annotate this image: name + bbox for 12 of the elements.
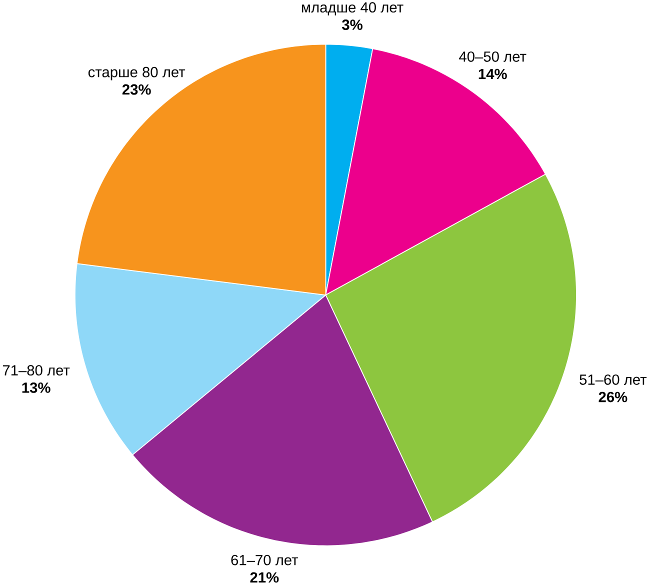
data-label: 14% (478, 68, 507, 80)
slice-label: младше 40 лет (302, 2, 404, 16)
slice-label: старше 80 лет (88, 67, 186, 80)
data-label: 26% (598, 392, 628, 402)
slice-label: 51–60 лет (580, 374, 647, 385)
data-label: 21% (250, 572, 279, 583)
data-label: 13% (22, 382, 50, 394)
slice-label: 61–70 лет (231, 554, 298, 566)
data-label: 3% (342, 20, 362, 30)
data-label: 23% (122, 84, 151, 95)
slice-label: 40–50 лет (459, 52, 526, 62)
slice-label: 71–80 лет (2, 365, 70, 376)
